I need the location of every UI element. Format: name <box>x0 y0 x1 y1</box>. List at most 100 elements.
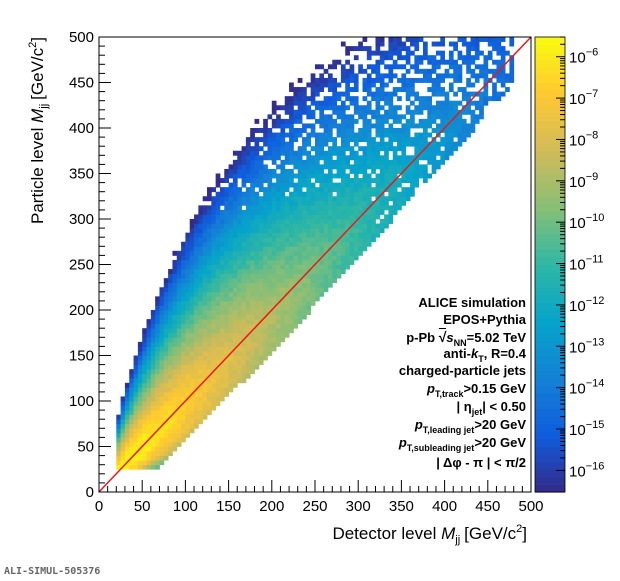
heatmap-bin <box>150 405 156 411</box>
heatmap-bin <box>185 269 191 274</box>
heatmap-bin <box>405 77 411 83</box>
heatmap-bin <box>271 109 277 115</box>
heatmap-bin <box>228 355 234 361</box>
heatmap-bin <box>379 123 385 129</box>
colorbar-segment <box>535 74 565 84</box>
heatmap-bin <box>397 178 402 183</box>
heatmap-bin <box>362 200 368 206</box>
colorbar-segment <box>535 105 565 114</box>
heatmap-bin <box>448 59 454 65</box>
heatmap-bin <box>319 237 325 243</box>
heatmap-bin <box>267 214 273 220</box>
heatmap-bin <box>362 77 368 83</box>
heatmap-bin <box>271 323 277 329</box>
heatmap-bin <box>267 205 273 211</box>
heatmap-bin <box>323 241 329 247</box>
y-tick-label: 350 <box>69 166 94 183</box>
heatmap-bin <box>375 37 381 42</box>
heatmap-bin <box>241 314 247 320</box>
heatmap-bin <box>215 319 221 325</box>
heatmap-bin <box>207 391 212 397</box>
heatmap-bin <box>198 369 204 375</box>
heatmap-bin <box>474 118 480 124</box>
heatmap-bin <box>336 173 342 179</box>
heatmap-bin <box>254 196 260 202</box>
heatmap-bin <box>379 59 385 65</box>
heatmap-bin <box>142 328 147 334</box>
heatmap-bin <box>250 228 255 234</box>
heatmap-bin <box>176 310 182 315</box>
heatmap-bin <box>168 337 173 343</box>
heatmap-bin <box>280 287 286 293</box>
heatmap-bin <box>293 100 299 106</box>
heatmap-bin <box>219 323 225 329</box>
heatmap-bin <box>418 137 424 143</box>
heatmap-bin <box>289 173 294 179</box>
heatmap-bin <box>181 387 186 393</box>
heatmap-bin <box>280 118 286 124</box>
colorbar-segment <box>535 90 565 99</box>
heatmap-bin <box>479 37 484 42</box>
heatmap-bin <box>211 319 217 325</box>
heatmap-bin <box>310 123 316 129</box>
heatmap-bin <box>202 196 208 202</box>
heatmap-bin <box>163 455 169 461</box>
heatmap-bin <box>388 91 394 97</box>
heatmap-bin <box>258 205 264 211</box>
heatmap-bin <box>457 118 463 124</box>
heatmap-bin <box>254 250 260 256</box>
heatmap-bin <box>189 364 195 370</box>
heatmap-bin <box>207 191 212 197</box>
heatmap-bin <box>241 300 247 306</box>
heatmap-bin <box>258 223 264 229</box>
heatmap-bin <box>340 64 346 70</box>
heatmap-bin <box>427 100 433 106</box>
heatmap-bin <box>163 350 169 356</box>
heatmap-bin <box>215 214 221 220</box>
heatmap-bin <box>358 178 363 183</box>
heatmap-bin <box>302 269 307 274</box>
heatmap-bin <box>492 87 497 92</box>
heatmap-bin <box>353 237 359 243</box>
heatmap-bin <box>228 191 234 197</box>
heatmap-bin <box>500 37 506 42</box>
heatmap-bin <box>315 237 320 243</box>
heatmap-bin <box>245 178 251 183</box>
heatmap-bin <box>241 191 247 197</box>
heatmap-bin <box>327 159 333 165</box>
heatmap-bin <box>289 150 294 156</box>
heatmap-bin <box>306 296 312 302</box>
heatmap-bin <box>245 287 251 293</box>
heatmap-bin <box>384 50 389 56</box>
heatmap-bin <box>340 114 346 120</box>
heatmap-bin <box>280 323 286 329</box>
heatmap-bin <box>215 332 221 338</box>
heatmap-bin <box>232 328 238 334</box>
heatmap-bin <box>474 37 480 42</box>
heatmap-bin <box>323 287 329 293</box>
heatmap-bin <box>306 255 312 261</box>
heatmap-bin <box>323 155 329 161</box>
heatmap-bin <box>172 350 178 356</box>
heatmap-bin <box>388 191 394 197</box>
heatmap-bin <box>237 232 242 238</box>
heatmap-bin <box>224 337 229 343</box>
heatmap-bin <box>366 100 372 106</box>
heatmap-bin <box>297 173 303 179</box>
heatmap-bin <box>371 68 376 74</box>
heatmap-bin <box>384 164 389 170</box>
heatmap-bin <box>215 273 221 279</box>
heatmap-bin <box>414 141 420 147</box>
heatmap-bin <box>470 46 476 52</box>
heatmap-bin <box>207 369 212 375</box>
heatmap-bin <box>410 100 415 106</box>
heatmap-bin <box>336 205 342 211</box>
heatmap-bin <box>293 228 299 234</box>
heatmap-bin <box>146 319 152 325</box>
heatmap-bin <box>366 55 372 61</box>
heatmap-bin <box>414 105 420 111</box>
heatmap-bin <box>237 337 242 343</box>
heatmap-bin <box>323 173 329 179</box>
heatmap-bin <box>440 137 445 143</box>
heatmap-bin <box>120 441 126 447</box>
